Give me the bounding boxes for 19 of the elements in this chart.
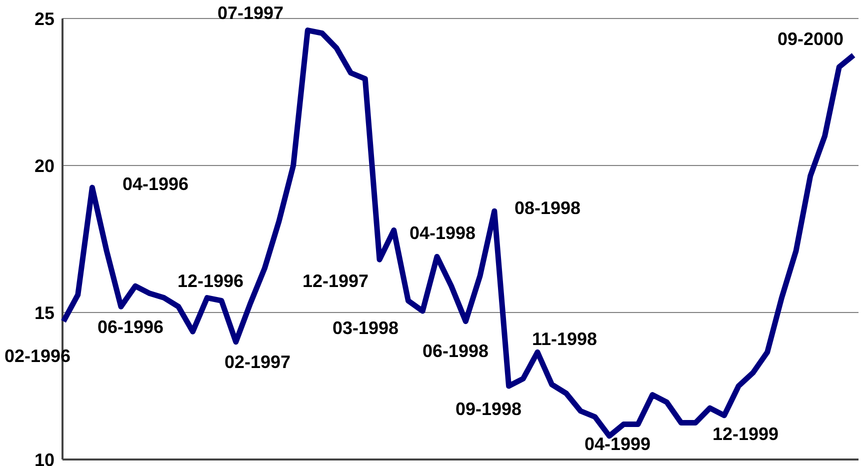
- y-tick-label: 25: [34, 9, 55, 29]
- annotation: 09-2000: [777, 29, 844, 49]
- annotation: 06-1996: [97, 317, 164, 337]
- annotation: 04-1998: [409, 223, 476, 243]
- annotation: 11-1998: [532, 329, 598, 349]
- y-tick-label: 15: [34, 303, 55, 323]
- annotation: 12-1997: [302, 271, 369, 291]
- annotation: 08-1998: [514, 198, 581, 218]
- y-tick-label: 10: [34, 450, 55, 466]
- annotation: 07-1997: [217, 3, 284, 23]
- annotation: 12-1999: [712, 424, 779, 444]
- annotation: 02-1997: [224, 352, 291, 372]
- annotation: 12-1996: [177, 271, 244, 291]
- annotation: 06-1998: [422, 341, 489, 361]
- annotation: 04-1999: [584, 434, 651, 454]
- annotation: 09-1998: [455, 399, 522, 419]
- annotation: 04-1996: [122, 174, 189, 194]
- y-tick-label: 20: [34, 156, 55, 176]
- annotation: 03-1998: [332, 318, 399, 338]
